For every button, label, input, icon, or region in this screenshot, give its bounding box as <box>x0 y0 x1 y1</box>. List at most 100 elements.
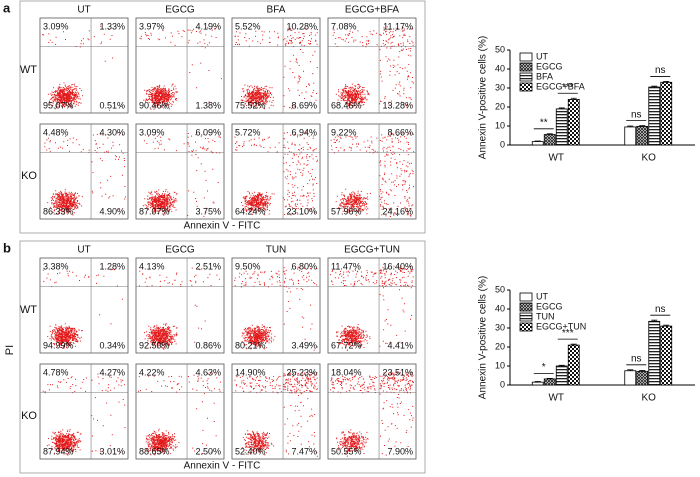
quadrant-value: 7.90% <box>387 446 413 456</box>
y-axis-label: Annexin V-positive cells (%) <box>478 276 489 399</box>
quadrant-value: 3.75% <box>195 206 221 216</box>
quadrant-value: 4.30% <box>99 127 125 137</box>
y-tick-label: 40 <box>495 63 505 73</box>
bar <box>660 325 673 386</box>
quadrant-value: 9.50% <box>235 261 261 271</box>
quadrant-value: 23.51% <box>382 367 413 377</box>
x-tick-label: KO <box>642 153 657 164</box>
quadrant-value: 9.22% <box>331 127 357 137</box>
quadrant-value: 50.55% <box>331 446 362 456</box>
condition-label: TUN <box>266 245 287 256</box>
bar <box>555 108 568 146</box>
y-tick-label: 50 <box>495 44 505 54</box>
dot-cloud <box>234 371 318 457</box>
quadrant-value: 4.78% <box>43 367 69 377</box>
quadrant-value: 3.01% <box>99 446 125 456</box>
bar <box>624 370 637 386</box>
x-tick-label: KO <box>642 393 657 404</box>
legend-swatch <box>519 322 533 332</box>
quadrant-value: 2.50% <box>195 446 221 456</box>
dot-cloud <box>234 26 318 110</box>
significance-label: ns <box>655 65 666 76</box>
plot-frame <box>39 17 129 114</box>
error-bar <box>534 140 541 142</box>
bar <box>648 320 661 386</box>
legend-swatch <box>519 312 533 322</box>
y-tick-label: 10 <box>495 360 505 370</box>
dot-cloud <box>42 25 122 111</box>
dot-cloud <box>330 132 414 217</box>
quadrant-value: 2.51% <box>195 261 221 271</box>
error-bar <box>651 319 658 322</box>
dot-cloud <box>138 267 220 350</box>
quadrant-value: 8.66% <box>387 127 413 137</box>
legend-label: EGCG <box>536 301 563 311</box>
quadrant-value: 75.52% <box>235 100 266 110</box>
quadrant-value: 3.97% <box>139 21 165 31</box>
legend-label: EGCG+BFA <box>536 81 585 91</box>
quadrant-value: 87.07% <box>139 206 170 216</box>
legend-swatch <box>519 82 533 92</box>
y-tick-label: 0 <box>500 379 505 389</box>
bar <box>543 134 556 146</box>
y-tick-label: 20 <box>495 101 505 111</box>
quadrant-value: 87.94% <box>43 446 74 456</box>
x-axis-label: Annexin V - FITC <box>184 221 261 232</box>
plot-frame <box>231 123 321 220</box>
error-bar <box>627 369 634 371</box>
legend-swatch <box>519 62 533 72</box>
bar <box>531 141 544 146</box>
error-bar <box>558 364 565 366</box>
row-label: KO <box>21 170 37 182</box>
quadrant-value: 1.28% <box>99 261 125 271</box>
bar <box>648 86 661 146</box>
condition-label: EGCG+TUN <box>344 245 400 256</box>
quadrant-value: 4.13% <box>139 261 165 271</box>
dot-cloud <box>44 132 126 216</box>
quadrant-value: 4.48% <box>43 127 69 137</box>
quadrant-value: 95.07% <box>43 100 74 110</box>
quadrant-value: 14.90% <box>235 367 266 377</box>
dot-cloud <box>138 372 221 456</box>
error-bar <box>639 125 646 127</box>
plot-frame <box>39 123 129 220</box>
quadrant-value: 7.08% <box>331 21 357 31</box>
quadrant-value: 67.72% <box>331 340 362 350</box>
dot-cloud <box>42 269 123 349</box>
quadrant-value: 3.38% <box>43 261 69 271</box>
y-tick-label: 40 <box>495 303 505 313</box>
panel-label: b <box>3 240 11 255</box>
quadrant-value: 25.23% <box>286 367 317 377</box>
quadrant-value: 18.04% <box>331 367 362 377</box>
quadrant-value: 0.86% <box>195 340 221 350</box>
quadrant-value: 6.09% <box>195 127 221 137</box>
quadrant-value: 11.47% <box>331 261 361 271</box>
quadrant-value: 94.99% <box>43 340 74 350</box>
bar <box>555 365 568 386</box>
y-tick-label: 0 <box>500 139 505 149</box>
y-axis-label: Annexin V-positive cells (%) <box>478 36 489 159</box>
quadrant-value: 0.34% <box>99 340 125 350</box>
panel-border <box>19 240 426 474</box>
significance-label: *** <box>562 328 574 339</box>
quadrant-value: 3.49% <box>291 340 317 350</box>
plot-frame <box>135 123 225 220</box>
bar <box>636 370 649 386</box>
plot-frame <box>327 17 417 114</box>
y-tick-label: 30 <box>495 82 505 92</box>
quadrant-value: 3.09% <box>43 21 69 31</box>
row-label: WT <box>20 64 37 76</box>
quadrant-value: 57.96% <box>331 206 362 216</box>
quadrant-value: 7.47% <box>291 446 317 456</box>
error-bar <box>546 377 553 379</box>
quadrant-value: 5.52% <box>235 21 261 31</box>
error-bar <box>570 97 577 100</box>
error-bar <box>639 370 646 372</box>
dot-cloud <box>332 26 414 110</box>
y-axis-label: PI <box>4 345 16 355</box>
bar <box>636 125 649 146</box>
bar <box>543 378 556 386</box>
legend-swatch <box>519 72 533 82</box>
error-bar <box>663 81 670 83</box>
legend-label: EGCG+TUN <box>536 321 586 331</box>
